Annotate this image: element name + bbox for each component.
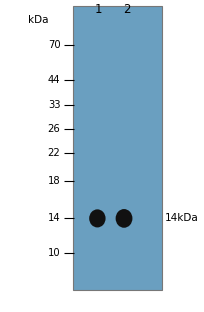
Bar bbox=[72, 6, 161, 290]
Text: 33: 33 bbox=[48, 100, 60, 110]
Text: 44: 44 bbox=[48, 75, 60, 85]
Text: 22: 22 bbox=[48, 148, 60, 158]
Text: 18: 18 bbox=[48, 176, 60, 186]
Text: 10: 10 bbox=[48, 248, 60, 258]
Text: 70: 70 bbox=[48, 40, 60, 50]
Text: 2: 2 bbox=[123, 3, 130, 17]
Text: 14kDa: 14kDa bbox=[164, 213, 198, 223]
Text: 1: 1 bbox=[94, 3, 102, 17]
Text: 14: 14 bbox=[48, 213, 60, 223]
Ellipse shape bbox=[89, 209, 105, 227]
Text: 26: 26 bbox=[48, 124, 60, 134]
Text: kDa: kDa bbox=[28, 15, 48, 25]
Ellipse shape bbox=[115, 209, 132, 228]
